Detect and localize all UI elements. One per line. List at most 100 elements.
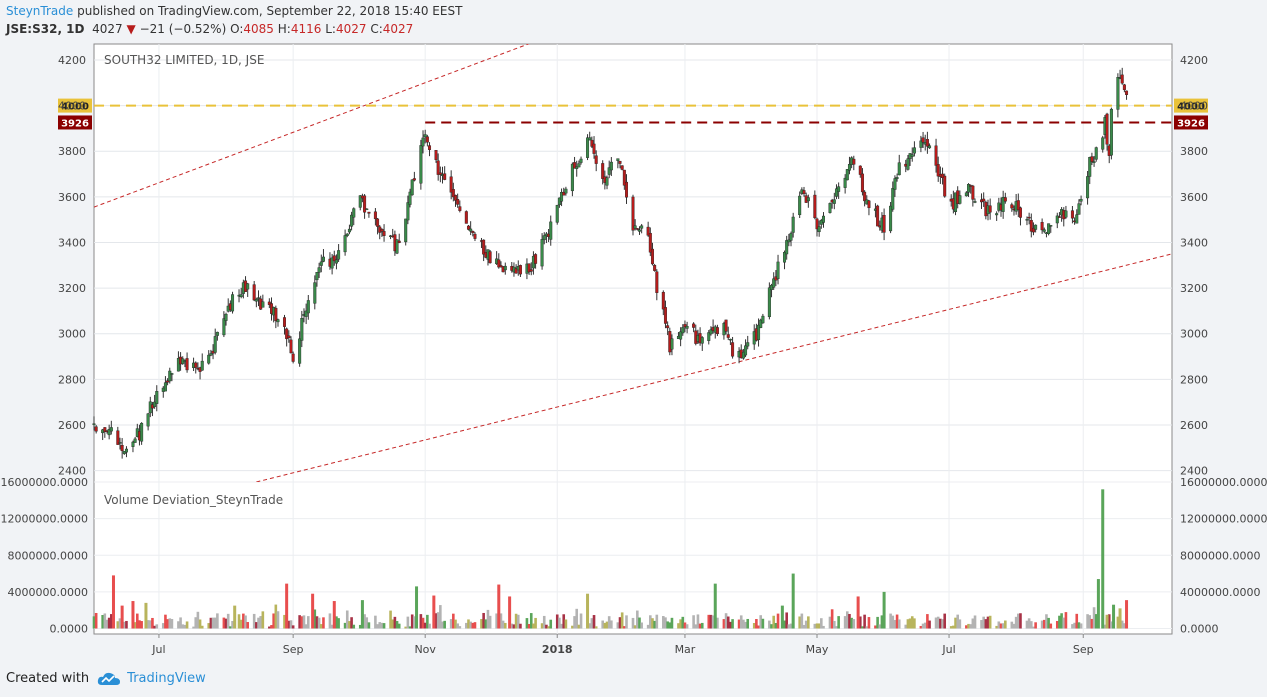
candle[interactable] <box>757 318 761 347</box>
volume-bar[interactable] <box>1025 620 1029 629</box>
volume-bar[interactable] <box>685 624 689 629</box>
candle[interactable] <box>817 220 821 237</box>
candle[interactable] <box>958 190 962 205</box>
volume-bar[interactable] <box>919 625 923 629</box>
candle[interactable] <box>555 204 559 225</box>
volume-bar[interactable] <box>910 616 914 629</box>
volume-spike-bar[interactable] <box>791 573 795 629</box>
volume-bar[interactable] <box>1010 621 1014 629</box>
volume-bar[interactable] <box>413 616 416 629</box>
volume-bar[interactable] <box>170 619 174 629</box>
candle[interactable] <box>783 250 787 270</box>
candle[interactable] <box>618 160 622 169</box>
volume-bar[interactable] <box>135 613 139 629</box>
candle[interactable] <box>436 153 440 181</box>
volume-bar[interactable] <box>335 616 338 629</box>
candle[interactable] <box>897 154 901 176</box>
candle[interactable] <box>209 349 213 357</box>
volume-bar[interactable] <box>107 617 111 629</box>
volume-bar[interactable] <box>737 619 741 629</box>
candle[interactable] <box>410 179 414 196</box>
volume-bar[interactable] <box>452 613 455 629</box>
volume-bar[interactable] <box>261 611 265 629</box>
volume-bar[interactable] <box>928 620 931 629</box>
channel-trend-line[interactable] <box>94 0 704 208</box>
candle[interactable] <box>586 134 590 161</box>
volume-bar[interactable] <box>116 621 120 629</box>
candle[interactable] <box>906 155 910 171</box>
volume-bar[interactable] <box>211 617 215 629</box>
candle[interactable] <box>257 290 261 307</box>
volume-bar[interactable] <box>1071 624 1074 629</box>
volume-spike-bar[interactable] <box>432 595 436 629</box>
candle[interactable] <box>1055 212 1059 229</box>
candle[interactable] <box>380 228 384 237</box>
volume-bar[interactable] <box>850 617 853 629</box>
candle[interactable] <box>116 426 120 445</box>
volume-bar[interactable] <box>1001 623 1005 629</box>
volume-bar[interactable] <box>649 615 652 629</box>
candle[interactable] <box>893 175 897 197</box>
volume-bar[interactable] <box>571 625 574 629</box>
candle[interactable] <box>300 310 304 348</box>
candle[interactable] <box>168 367 172 384</box>
volume-bar[interactable] <box>322 617 325 629</box>
volume-bar[interactable] <box>328 613 332 629</box>
candle[interactable] <box>438 166 442 183</box>
candle[interactable] <box>231 291 235 314</box>
volume-bar[interactable] <box>449 619 453 629</box>
candle[interactable] <box>650 242 654 266</box>
candle[interactable] <box>252 280 256 302</box>
volume-bar[interactable] <box>229 626 232 629</box>
candle[interactable] <box>891 181 895 212</box>
volume-bar[interactable] <box>789 623 793 629</box>
candle[interactable] <box>728 338 732 346</box>
volume-bar[interactable] <box>110 614 113 629</box>
candle[interactable] <box>731 336 735 359</box>
volume-spike-bar[interactable] <box>856 596 860 629</box>
candle[interactable] <box>423 129 427 144</box>
volume-bar[interactable] <box>949 626 953 629</box>
volume-bar[interactable] <box>785 612 788 629</box>
candle[interactable] <box>373 208 377 226</box>
candle[interactable] <box>1105 112 1109 151</box>
volume-bar[interactable] <box>168 618 172 629</box>
candle[interactable] <box>560 188 564 207</box>
volume-bar[interactable] <box>315 616 319 629</box>
volume-bar[interactable] <box>270 625 273 629</box>
volume-bar[interactable] <box>1107 614 1111 629</box>
volume-bar[interactable] <box>367 622 371 629</box>
volume-bar[interactable] <box>259 616 262 629</box>
volume-bar[interactable] <box>921 623 925 629</box>
candle[interactable] <box>1031 222 1035 236</box>
volume-bar[interactable] <box>525 618 529 629</box>
volume-bar[interactable] <box>374 615 377 629</box>
candle[interactable] <box>466 225 470 231</box>
volume-bar[interactable] <box>1116 616 1120 629</box>
candle[interactable] <box>575 160 579 177</box>
candle[interactable] <box>194 361 198 374</box>
candle[interactable] <box>1049 225 1053 233</box>
volume-bar[interactable] <box>729 621 732 629</box>
volume-bar[interactable] <box>547 626 550 629</box>
volume-bar[interactable] <box>192 626 195 629</box>
volume-bar[interactable] <box>906 619 910 629</box>
candle[interactable] <box>456 193 460 208</box>
candle[interactable] <box>726 326 730 341</box>
volume-bar[interactable] <box>343 622 347 629</box>
volume-bar[interactable] <box>936 616 940 629</box>
volume-bar[interactable] <box>348 621 351 629</box>
volume-bar[interactable] <box>833 620 836 629</box>
candle[interactable] <box>1003 192 1007 204</box>
volume-bar[interactable] <box>391 619 395 629</box>
volume-bar[interactable] <box>934 617 938 629</box>
volume-bar[interactable] <box>759 615 763 629</box>
candle[interactable] <box>772 272 776 290</box>
candle[interactable] <box>889 202 893 234</box>
volume-bar[interactable] <box>436 612 440 629</box>
candle[interactable] <box>847 156 851 175</box>
candle[interactable] <box>473 232 477 242</box>
volume-bar[interactable] <box>501 620 505 629</box>
volume-bar[interactable] <box>646 624 650 629</box>
candle[interactable] <box>434 150 438 163</box>
